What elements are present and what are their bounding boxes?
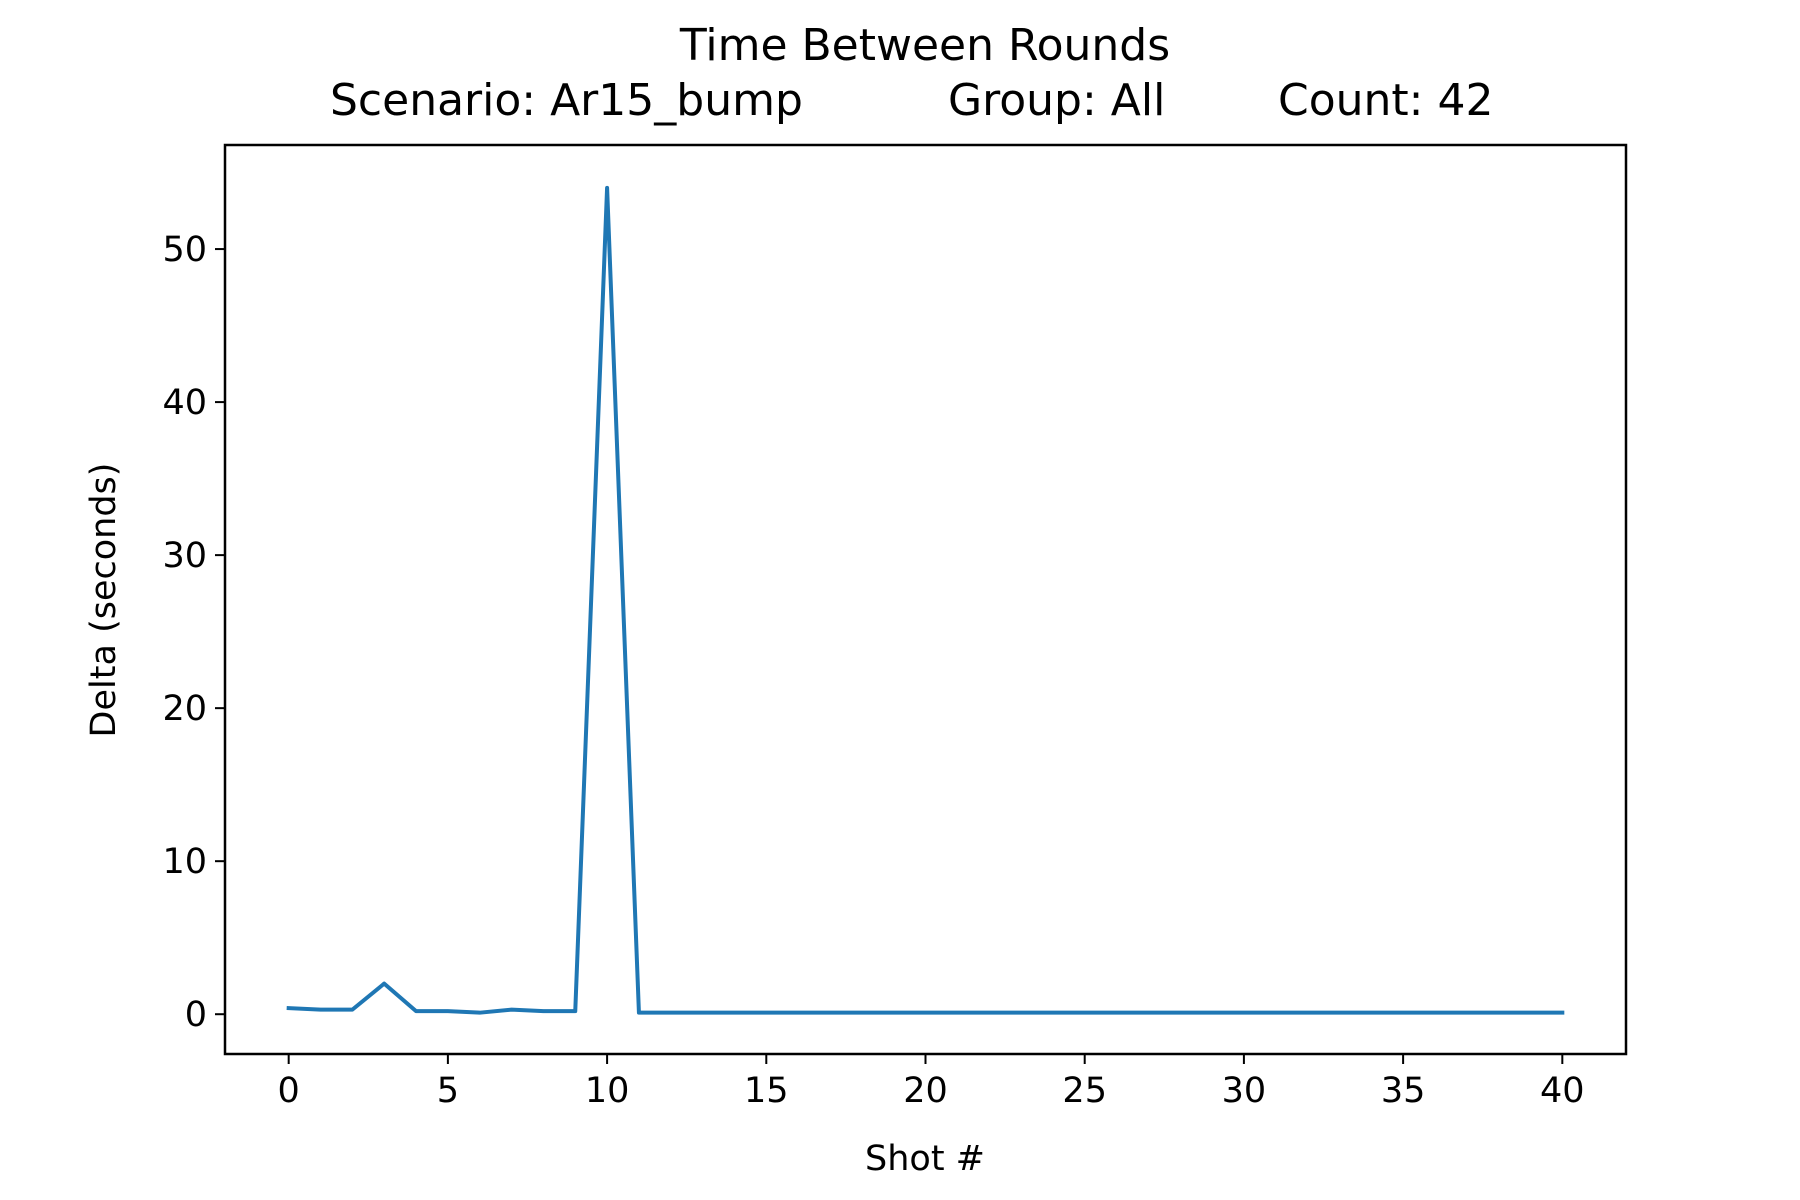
plot-series bbox=[286, 185, 1565, 1015]
y-tick-label: 0 bbox=[185, 995, 207, 1035]
x-axis-label: Shot # bbox=[865, 1139, 985, 1179]
x-tick-label: 5 bbox=[437, 1071, 459, 1111]
x-tick-label: 40 bbox=[1540, 1071, 1585, 1111]
x-axis: 0 5 10 15 20 25 30 35 40 bbox=[278, 1054, 1585, 1111]
y-axis-label: Delta (seconds) bbox=[84, 463, 124, 738]
x-tick-label: 15 bbox=[744, 1071, 789, 1111]
y-tick-label: 10 bbox=[162, 842, 207, 882]
x-tick-label: 10 bbox=[585, 1071, 630, 1111]
chart-title: Time Between Rounds bbox=[679, 20, 1170, 71]
x-tick-label: 20 bbox=[903, 1071, 948, 1111]
chart-subtitle-count: Count: 42 bbox=[1278, 75, 1493, 126]
plot-frame bbox=[223, 143, 1628, 1056]
x-tick-label: 35 bbox=[1381, 1071, 1426, 1111]
y-axis: 0 10 20 30 40 50 bbox=[162, 230, 225, 1035]
series-line bbox=[286, 185, 1565, 1015]
chart-subtitle-group: Group: All bbox=[948, 75, 1165, 126]
x-tick-label: 0 bbox=[278, 1071, 300, 1111]
x-tick-label: 30 bbox=[1222, 1071, 1267, 1111]
x-tick-label: 25 bbox=[1062, 1071, 1107, 1111]
chart-subtitle-scenario: Scenario: Ar15_bump bbox=[330, 75, 803, 126]
y-tick-label: 50 bbox=[162, 230, 207, 270]
y-tick-label: 20 bbox=[162, 689, 207, 729]
y-tick-label: 30 bbox=[162, 536, 207, 576]
y-tick-label: 40 bbox=[162, 383, 207, 423]
